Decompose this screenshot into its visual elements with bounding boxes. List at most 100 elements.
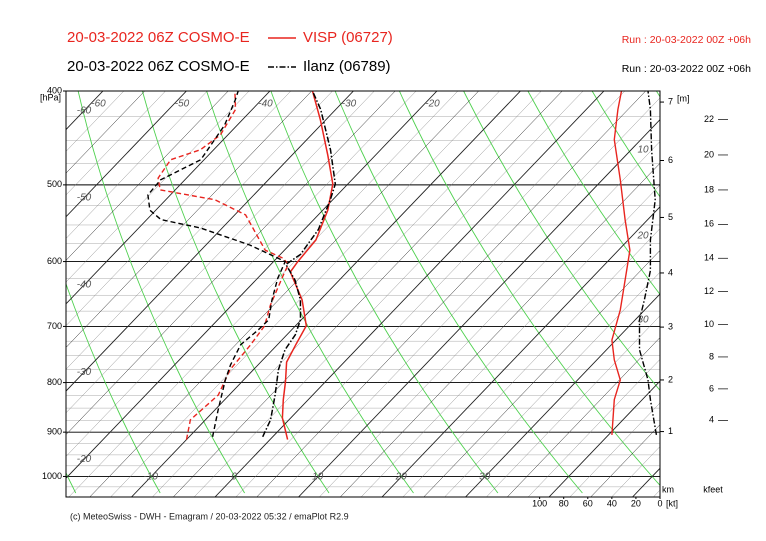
y-tick-label: 700 — [47, 321, 62, 331]
km-tick-label: 1 — [668, 426, 673, 436]
isotherm-minor — [66, 91, 375, 414]
isotherm — [66, 91, 438, 479]
km-tick-label: 5 — [668, 212, 673, 222]
dry-adiabat — [334, 91, 583, 494]
run-label: Run : 20-03-2022 00Z +06h — [622, 34, 751, 46]
profiles — [147, 91, 658, 440]
isotherm-minor — [193, 91, 584, 497]
y-tick-label: 800 — [47, 377, 62, 387]
temperature-profile — [281, 91, 334, 440]
x-tick-label: -10 — [143, 472, 158, 483]
isotherm-minor — [110, 91, 500, 497]
model-label: 20-03-2022 06Z COSMO-E — [67, 29, 250, 46]
annotation: 30 — [637, 315, 649, 326]
temperature-profile — [262, 91, 337, 438]
km-tick-label: 7 — [668, 96, 673, 106]
isotherm-minor — [319, 141, 660, 497]
annotation: 20 — [636, 231, 649, 242]
wind-axis-label: [kt] — [666, 498, 678, 508]
isotherm-minor — [66, 91, 291, 326]
dry-adiabat — [463, 91, 660, 392]
kfeet-tick-label: 20 — [704, 149, 714, 159]
x-tick-label: 30 — [479, 472, 491, 483]
km-axis-label: [m] — [677, 93, 690, 103]
isotherm — [131, 91, 521, 497]
isotherm — [66, 91, 187, 218]
x-tick-label: -20 — [77, 454, 92, 465]
wind-speed-profile — [638, 91, 658, 436]
isotherm-minor — [66, 91, 208, 239]
isotherm-minor — [235, 91, 625, 497]
x-tick-label: -20 — [425, 99, 440, 110]
isotherm-minor — [423, 250, 660, 497]
dry-adiabat — [206, 91, 414, 494]
kfeet-tick-label: 22 — [704, 114, 714, 124]
wind-tick-label: 40 — [607, 498, 617, 508]
dry-adiabat — [141, 91, 330, 494]
x-tick-label: -40 — [258, 99, 273, 110]
grid — [66, 91, 660, 497]
isotherm-minor — [66, 91, 166, 196]
dry-adiabat — [398, 91, 660, 487]
y-tick-label: 400 — [47, 85, 62, 95]
x-tick-label: -60 — [77, 105, 92, 116]
isotherm-minor — [256, 91, 646, 497]
y-tick-label: 500 — [47, 179, 62, 189]
kfeet-tick-label: 8 — [709, 351, 714, 361]
isotherm — [214, 91, 605, 497]
isotherm-minor — [340, 162, 660, 497]
dry-adiabat — [527, 91, 660, 296]
x-tick-label: -60 — [91, 99, 106, 110]
km-tick-label: 6 — [668, 155, 673, 165]
wind-speed-profile — [611, 91, 631, 435]
isotherm-minor — [66, 91, 333, 370]
kfeet-tick-label: 6 — [709, 383, 714, 393]
kfeet-tick-label: 18 — [704, 184, 714, 194]
x-tick-label: -30 — [77, 367, 92, 378]
isotherm-minor — [527, 359, 660, 497]
dry-adiabat — [591, 91, 660, 198]
wind-tick-label: 0 — [657, 498, 662, 508]
isotherm-minor — [68, 91, 458, 497]
isotherm-minor — [66, 91, 250, 283]
isotherm-minor — [66, 91, 396, 435]
isotherm-minor — [66, 91, 312, 348]
isotherm-minor — [277, 97, 660, 497]
kfeet-tick-label: 4 — [709, 415, 714, 425]
isotherm-minor — [89, 91, 479, 497]
dry-adiabat — [270, 91, 499, 494]
isotherm-minor — [66, 91, 417, 457]
x-tick-label: -30 — [342, 99, 357, 110]
km-tick-label: 3 — [668, 321, 673, 331]
x-tick-label: 0 — [231, 472, 237, 483]
dry-adiabat — [66, 282, 161, 494]
y-tick-label: 600 — [47, 256, 62, 266]
x-tick-label: -40 — [77, 280, 92, 291]
isotherm-minor — [402, 228, 660, 497]
isotherm-minor — [486, 315, 660, 497]
x-tick-label: 20 — [395, 472, 408, 483]
isotherm-minor — [569, 402, 660, 497]
x-tick-label: 10 — [312, 472, 324, 483]
kfeet-tick-label: 12 — [704, 286, 714, 296]
model-label: 20-03-2022 06Z COSMO-E — [67, 58, 250, 75]
isotherm-minor — [444, 271, 660, 497]
wind-tick-label: 80 — [559, 498, 569, 508]
isotherm-minor — [507, 337, 660, 497]
isotherm — [381, 206, 660, 497]
dry-adiabat — [77, 91, 245, 494]
wind-tick-label: 60 — [583, 498, 593, 508]
km-tick-label: 4 — [668, 267, 673, 277]
y-tick-label: 1000 — [42, 471, 62, 481]
wind-tick-label: 20 — [631, 498, 641, 508]
km-unit: km — [662, 484, 674, 494]
isotherm-minor — [66, 91, 229, 261]
dewpoint-profile — [157, 91, 290, 440]
wind-tick-label: 100 — [532, 498, 547, 508]
legend-label: VISP (06727) — [303, 29, 393, 46]
labels: 4005006007008009001000-60-60-50-50-40-40… — [42, 29, 751, 508]
isotherm-minor — [360, 184, 660, 497]
isotherm-minor — [173, 91, 563, 497]
